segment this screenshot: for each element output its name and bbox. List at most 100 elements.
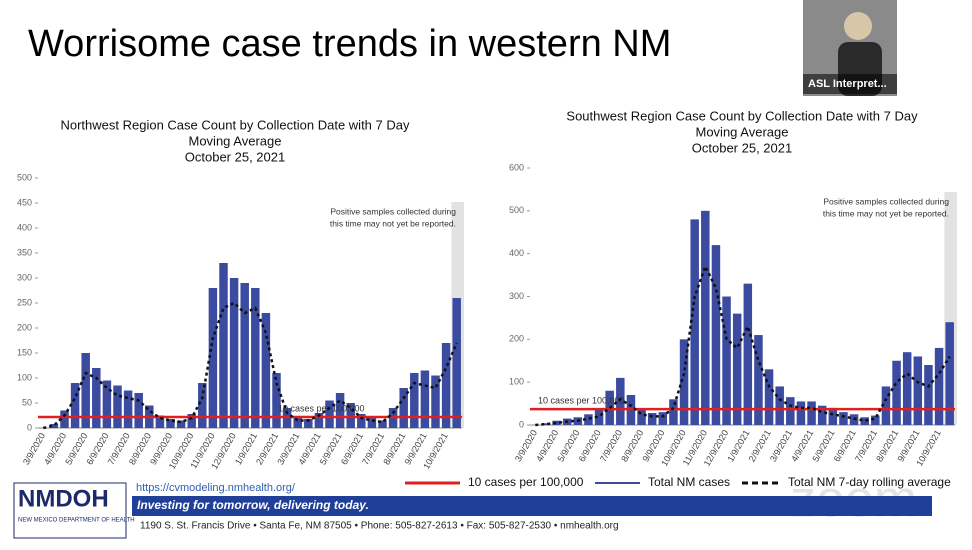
bar [658,412,668,425]
chart-title: Northwest Region Case Count by Collectio… [60,117,410,132]
logo: NMDOH [18,485,109,512]
bar [871,415,880,425]
bar [807,401,816,425]
bar [743,283,753,425]
bar [775,386,784,425]
bar [325,400,334,428]
reference-label: 10 cases per 100,000 [278,403,365,413]
bar [796,401,806,425]
bar [732,313,742,425]
bar [198,383,207,428]
note: this time may not yet be reported. [823,208,949,218]
logo-box [13,482,127,539]
bar [70,383,80,428]
legend-label: 10 cases per 100,000 [468,475,584,489]
slide-title: Worrisome case trends in western NM [28,23,671,65]
bar [410,373,419,428]
legend-label: Total NM cases [648,475,730,489]
chart-title: Moving Average [696,124,789,139]
y-tick-label: 600 [509,162,524,172]
bar [584,414,593,425]
y-tick-label: 0 [519,419,524,429]
bar [764,369,774,425]
bar [913,356,923,425]
bar [679,339,689,425]
note: this time may not yet be reported. [330,218,456,228]
bar [902,352,912,425]
y-tick-label: 100 [509,377,524,387]
bar [892,360,901,425]
bar [123,390,133,428]
bar [616,377,625,425]
bar [828,407,838,425]
address: 1190 S. St. Francis Drive • Santa Fe, NM… [140,521,619,532]
bar [934,347,944,425]
bar [399,388,408,428]
chart: Northwest Region Case Count by Collectio… [17,117,464,471]
bar [754,335,763,425]
y-tick-label: 0 [27,422,32,432]
bar [701,210,710,425]
bar [552,420,561,425]
bar [431,375,440,428]
bar [293,418,302,428]
y-tick-label: 200 [17,322,32,332]
bar [647,413,657,425]
y-tick-label: 150 [17,347,32,357]
legend-label: Total NM 7-day rolling average [788,475,951,489]
bar [669,399,678,425]
bar [441,343,451,428]
y-tick-label: 200 [509,334,524,344]
y-tick-label: 300 [509,291,524,301]
banner-text: Investing for tomorrow, delivering today… [137,498,369,512]
bar [924,365,933,425]
y-tick-label: 400 [509,248,524,258]
bar [378,420,387,428]
chart-title: Moving Average [189,133,282,148]
bar [304,419,313,428]
note: Positive samples collected during [330,206,456,216]
chart-title: October 25, 2021 [185,149,285,164]
bar [229,278,239,428]
logo-subtitle: NEW MEXICO DEPARTMENT OF HEALTH [18,518,135,524]
bar [208,288,218,428]
bar [49,424,59,428]
bar [81,353,90,428]
bar [817,405,827,425]
y-tick-label: 450 [17,197,32,207]
bar [166,419,175,428]
y-tick-label: 500 [509,205,524,215]
chart-title: Southwest Region Case Count by Collectio… [566,108,918,123]
bar [786,397,795,425]
bar [176,420,186,428]
bar [839,412,848,425]
bar [187,414,196,428]
bar [420,370,430,428]
bar [860,417,869,425]
bar [134,393,143,428]
y-tick-label: 400 [17,222,32,232]
bar [219,263,228,428]
video-label: ASL Interpret... [808,78,887,90]
reference-label: 10 cases per 100,000 [538,396,625,406]
chart-title: October 25, 2021 [692,140,792,155]
legend: 10 cases per 100,000 Total NM cases Total … [405,475,951,489]
bar [711,245,721,425]
banner [132,496,932,516]
url[interactable]: https://cvmodeling.nmhealth.org/ [136,482,296,494]
bar [335,393,345,428]
bar [690,219,699,425]
bar [367,418,377,428]
bar [155,415,165,428]
bar [60,410,69,428]
y-tick-label: 300 [17,272,32,282]
video-label-bg [803,74,897,94]
note: Positive samples collected during [823,196,949,206]
bar [541,423,551,425]
y-tick-label: 250 [17,297,32,307]
video-person [844,12,872,40]
bar [637,410,646,425]
bar [261,313,271,428]
bar [594,410,604,425]
